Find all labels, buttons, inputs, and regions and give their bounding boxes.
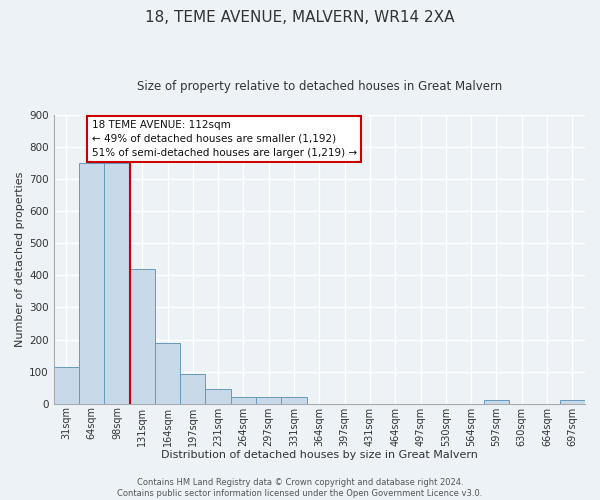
Bar bbox=[104, 163, 130, 404]
Text: 18 TEME AVENUE: 112sqm
← 49% of detached houses are smaller (1,192)
51% of semi-: 18 TEME AVENUE: 112sqm ← 49% of detached… bbox=[92, 120, 357, 158]
Bar bbox=[155, 342, 180, 404]
Bar bbox=[130, 269, 155, 404]
Y-axis label: Number of detached properties: Number of detached properties bbox=[15, 172, 25, 347]
Bar bbox=[53, 368, 79, 404]
Text: Contains HM Land Registry data © Crown copyright and database right 2024.
Contai: Contains HM Land Registry data © Crown c… bbox=[118, 478, 482, 498]
Title: Size of property relative to detached houses in Great Malvern: Size of property relative to detached ho… bbox=[137, 80, 502, 93]
Bar bbox=[180, 374, 205, 404]
X-axis label: Distribution of detached houses by size in Great Malvern: Distribution of detached houses by size … bbox=[161, 450, 478, 460]
Bar bbox=[560, 400, 585, 404]
Bar bbox=[231, 396, 256, 404]
Bar bbox=[256, 398, 281, 404]
Bar bbox=[484, 400, 509, 404]
Bar bbox=[79, 163, 104, 404]
Text: 18, TEME AVENUE, MALVERN, WR14 2XA: 18, TEME AVENUE, MALVERN, WR14 2XA bbox=[145, 10, 455, 25]
Bar bbox=[281, 398, 307, 404]
Bar bbox=[205, 388, 231, 404]
